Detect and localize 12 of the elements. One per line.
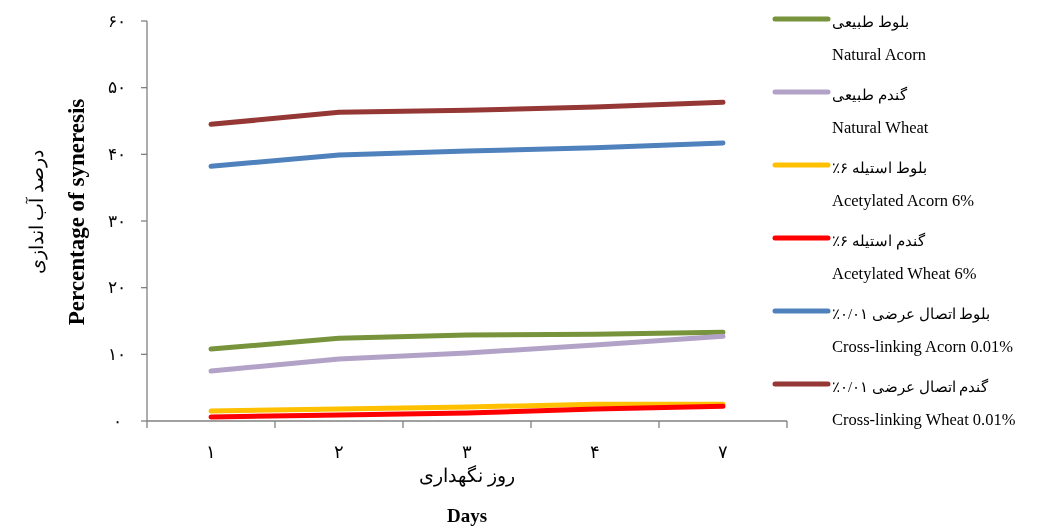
y-tick-label: ۱۰ xyxy=(108,344,126,364)
y-tick-label: ۴۰ xyxy=(108,144,126,164)
y-tick-label: ۳۰ xyxy=(108,211,126,231)
x-tick-label: ۱ xyxy=(206,442,216,462)
x-tick-label: ۴ xyxy=(590,442,600,462)
x-tick-label: ۲ xyxy=(334,442,344,462)
y-tick-label: ۲۰ xyxy=(108,278,126,298)
y-tick-label: ۶۰ xyxy=(108,11,126,31)
y-tick-label: ۰ xyxy=(112,411,122,431)
y-tick-label: ۵۰ xyxy=(108,78,126,98)
x-tick-label: ۳ xyxy=(462,442,472,462)
x-tick-label: ۷ xyxy=(718,442,728,462)
